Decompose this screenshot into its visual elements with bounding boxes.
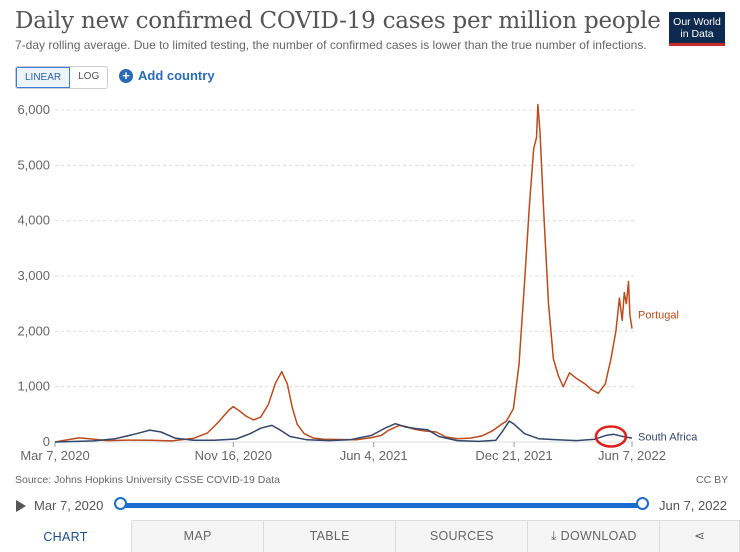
linear-button[interactable]: LINEAR	[16, 67, 71, 88]
source-note[interactable]: Source: Johns Hopkins University CSSE CO…	[15, 474, 280, 486]
series-label-portugal[interactable]: Portugal	[638, 310, 679, 322]
timeline-start-label: Mar 7, 2020	[34, 498, 104, 513]
add-country-label: Add country	[138, 68, 215, 83]
timeline-track[interactable]	[120, 503, 643, 508]
x-tick-label: Jun 4, 2021	[340, 448, 408, 463]
tab-download[interactable]: ⤓ DOWNLOAD	[528, 521, 661, 552]
log-button[interactable]: LOG	[70, 67, 108, 88]
download-icon: ⤓	[551, 529, 557, 543]
x-tick-label: Mar 7, 2020	[20, 448, 89, 463]
tab-sources[interactable]: SOURCES	[396, 521, 529, 552]
timeline-end-label: Jun 7, 2022	[659, 498, 727, 513]
plus-icon: +	[119, 68, 133, 83]
timeline-start-handle[interactable]	[114, 497, 127, 510]
tab-download-label: DOWNLOAD	[560, 529, 637, 543]
y-tick-label: 1,000	[17, 379, 50, 394]
license-label[interactable]: CC BY	[696, 474, 729, 486]
x-tick-label: Jun 7, 2022	[598, 448, 666, 463]
logo-line1: Our World	[673, 16, 721, 28]
tab-table[interactable]: TABLE	[264, 521, 397, 552]
play-icon[interactable]	[16, 500, 26, 512]
y-tick-label: 2,000	[17, 323, 50, 338]
series-line-portugal[interactable]	[54, 103, 633, 443]
chart-subtitle: 7-day rolling average. Due to limited te…	[15, 38, 647, 52]
y-tick-label: 4,000	[17, 213, 50, 228]
series-label-south-africa[interactable]: South Africa	[638, 431, 698, 443]
share-icon: ⋖	[694, 528, 706, 543]
timeline-end-handle[interactable]	[636, 497, 649, 510]
y-tick-label: 3,000	[17, 268, 50, 283]
chart-title: Daily new confirmed COVID-19 cases per m…	[15, 8, 661, 34]
tab-bar: CHART MAP TABLE SOURCES ⤓ DOWNLOAD ⋖	[0, 520, 740, 552]
scale-toggle: LINEAR LOG	[15, 66, 109, 89]
tab-chart[interactable]: CHART	[0, 520, 133, 552]
line-chart: 0 1,000 2,000 3,000 4,000 5,000 6,000 Mar 7, 2…	[17, 102, 698, 463]
tab-share[interactable]: ⋖	[660, 521, 740, 552]
series-line-south-africa[interactable]	[54, 420, 633, 443]
logo-line2: in Data	[680, 28, 714, 40]
timeline: Mar 7, 2020 Jun 7, 2022	[0, 494, 740, 518]
y-tick-label: 6,000	[17, 102, 50, 117]
y-tick-label: 5,000	[17, 157, 50, 172]
tab-map[interactable]: MAP	[132, 521, 265, 552]
add-country-button[interactable]: + Add country	[119, 68, 215, 83]
owid-logo[interactable]: Our World in Data	[669, 12, 725, 46]
x-tick-label: Nov 16, 2020	[195, 448, 272, 463]
x-tick-label: Dec 21, 2021	[475, 448, 552, 463]
y-tick-label: 0	[43, 434, 50, 449]
highlight-circle	[594, 425, 628, 448]
